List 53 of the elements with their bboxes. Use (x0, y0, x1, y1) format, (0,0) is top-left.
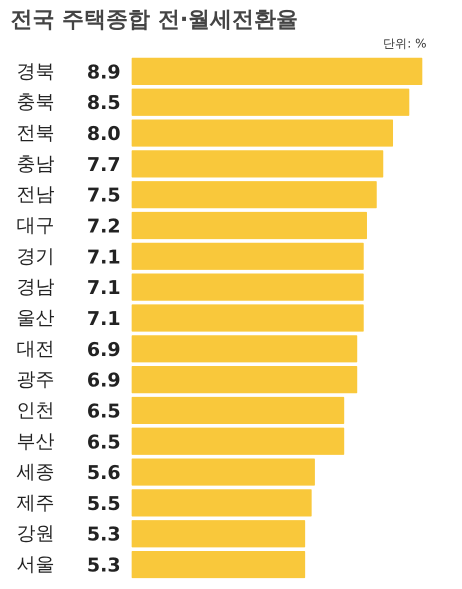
y-tick-label: 강원 (16, 522, 54, 545)
y-tick-label: 전남 (16, 184, 54, 206)
data-label: 7.1 (86, 246, 121, 268)
y-tick-label: 세종 (16, 461, 54, 484)
data-label: 7.1 (86, 308, 121, 330)
bar (132, 396, 344, 424)
data-label: 8.0 (86, 123, 121, 146)
bar (132, 304, 364, 332)
data-label: 7.1 (86, 277, 121, 300)
y-tick-label: 대전 (16, 338, 54, 360)
bar (132, 335, 358, 362)
data-label: 6.5 (86, 400, 121, 422)
data-label: 5.6 (86, 462, 121, 484)
y-tick-label: 서울 (16, 554, 54, 576)
bar (132, 212, 367, 240)
bar (132, 428, 344, 455)
data-label: 7.2 (86, 216, 121, 238)
bar (132, 274, 364, 301)
data-label: 6.9 (86, 370, 121, 392)
bar (132, 242, 364, 270)
bar (132, 88, 410, 116)
bar (132, 489, 312, 517)
bar (132, 181, 377, 208)
y-tick-label: 광주 (16, 368, 54, 391)
chart-title: 전국 주택종합 전·월세전환율 (10, 8, 298, 32)
y-tick-label: 경북 (16, 60, 54, 82)
y-tick-label: 경기 (16, 245, 54, 268)
y-tick-label: 충북 (16, 91, 54, 114)
bar (132, 550, 306, 578)
y-tick-label: 제주 (16, 492, 54, 514)
y-tick-label: 전북 (16, 122, 54, 144)
y-tick-label: 울산 (16, 306, 54, 329)
bar (132, 366, 358, 394)
data-label: 8.5 (86, 92, 121, 114)
data-label: 5.3 (86, 524, 121, 546)
data-label: 6.5 (86, 431, 121, 454)
data-label: 5.3 (86, 554, 121, 577)
y-tick-label: 경남 (16, 276, 54, 298)
data-label: 7.5 (86, 184, 121, 207)
y-tick-label: 부산 (16, 430, 54, 452)
bar (132, 119, 394, 147)
bar (132, 458, 315, 486)
data-label: 5.5 (86, 492, 121, 515)
y-tick-label: 대구 (16, 214, 54, 237)
bar (132, 150, 384, 178)
data-label: 6.9 (86, 338, 121, 361)
data-label: 7.7 (86, 154, 121, 176)
bar (132, 58, 422, 86)
y-tick-label: 충남 (16, 152, 54, 175)
bar (132, 520, 306, 548)
y-tick-label: 인천 (16, 399, 54, 422)
text: 단위: % (383, 36, 427, 51)
data-label: 8.9 (86, 61, 121, 84)
